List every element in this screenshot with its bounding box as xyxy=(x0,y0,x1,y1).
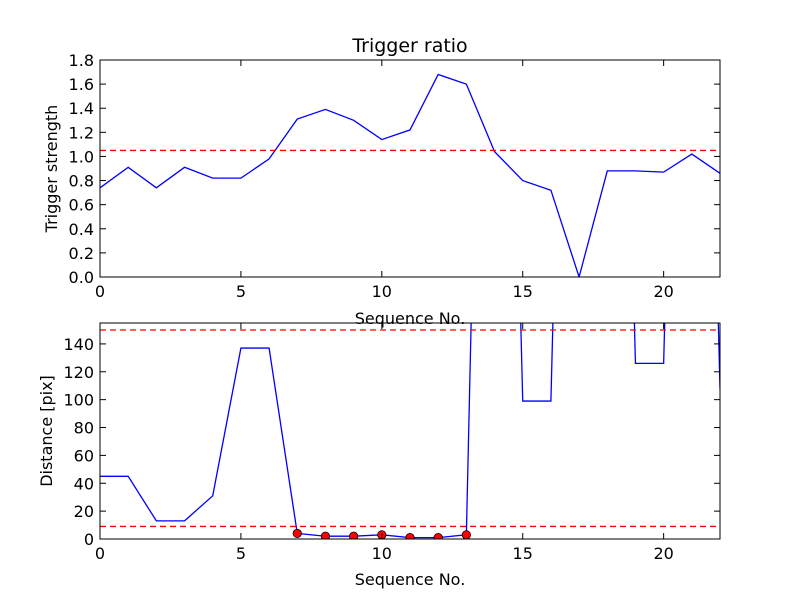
chart-title: Trigger ratio xyxy=(351,35,467,57)
x-tick-label: 0 xyxy=(95,282,105,301)
x-tick-label: 20 xyxy=(653,282,673,301)
y-tick-label: 0.6 xyxy=(69,196,94,215)
y-tick-label: 0.4 xyxy=(69,220,94,239)
y-tick-label: 1.4 xyxy=(69,99,94,118)
distance-chart: 0 5 10 15 20 0 20 40 60 80 100 120 140 Sequence No.… xyxy=(37,322,721,589)
y-tick-label: 1.8 xyxy=(69,51,94,70)
distance-y-ticks: 0 20 40 60 80 100 120 140 xyxy=(63,335,720,549)
trigger-ratio-plot-area xyxy=(100,73,720,277)
y-tick-label: 40 xyxy=(74,474,94,493)
x-tick-label: 5 xyxy=(236,282,246,301)
series-line xyxy=(100,73,720,277)
y-tick-label: 0 xyxy=(84,530,94,549)
data-point-marker xyxy=(461,530,471,539)
x-axis-label: Sequence No. xyxy=(355,570,466,589)
trigger-ratio-x-ticks: 0 5 10 15 20 xyxy=(95,60,674,301)
y-tick-label: 120 xyxy=(63,363,94,382)
data-point-marker xyxy=(405,533,415,539)
data-point-marker xyxy=(292,528,302,539)
data-point-marker xyxy=(433,533,443,539)
y-tick-label: 60 xyxy=(74,446,94,465)
x-axis-label: Sequence No. xyxy=(355,309,466,328)
distance-x-ticks: 0 5 10 15 20 xyxy=(95,323,674,563)
x-tick-label: 20 xyxy=(653,544,673,563)
x-tick-label: 15 xyxy=(513,544,533,563)
x-tick-label: 0 xyxy=(95,544,105,563)
y-tick-label: 1.6 xyxy=(69,75,94,94)
y-tick-label: 0.0 xyxy=(69,268,94,287)
y-tick-label: 80 xyxy=(74,419,94,438)
y-tick-label: 0.8 xyxy=(69,172,94,191)
x-tick-label: 10 xyxy=(372,544,392,563)
data-point-marker xyxy=(320,531,331,539)
distance-axes-frame xyxy=(99,322,721,540)
y-tick-label: 0.2 xyxy=(69,244,94,263)
trigger-ratio-chart: Trigger ratio 0 5 10 15 20 0.0 0.2 0.4 0.6 0.8 1.… xyxy=(42,35,721,328)
x-tick-label: 10 xyxy=(372,282,392,301)
y-tick-label: 1.0 xyxy=(69,147,94,166)
distance-plot-area xyxy=(100,323,720,539)
y-axis-label: Distance [pix] xyxy=(37,375,56,487)
trigger-ratio-y-ticks: 0.0 0.2 0.4 0.6 0.8 1.0 1.2 1.4 1.6 1.8 xyxy=(69,51,720,287)
y-tick-label: 1.2 xyxy=(69,123,94,142)
data-point-marker xyxy=(349,531,359,539)
y-axis-label: Trigger strength xyxy=(42,105,61,234)
x-tick-label: 15 xyxy=(513,282,533,301)
trigger-ratio-axes-frame xyxy=(99,59,721,278)
y-tick-label: 140 xyxy=(63,335,94,354)
y-tick-label: 100 xyxy=(63,391,94,410)
x-tick-label: 5 xyxy=(236,544,246,563)
y-tick-label: 20 xyxy=(74,502,94,521)
